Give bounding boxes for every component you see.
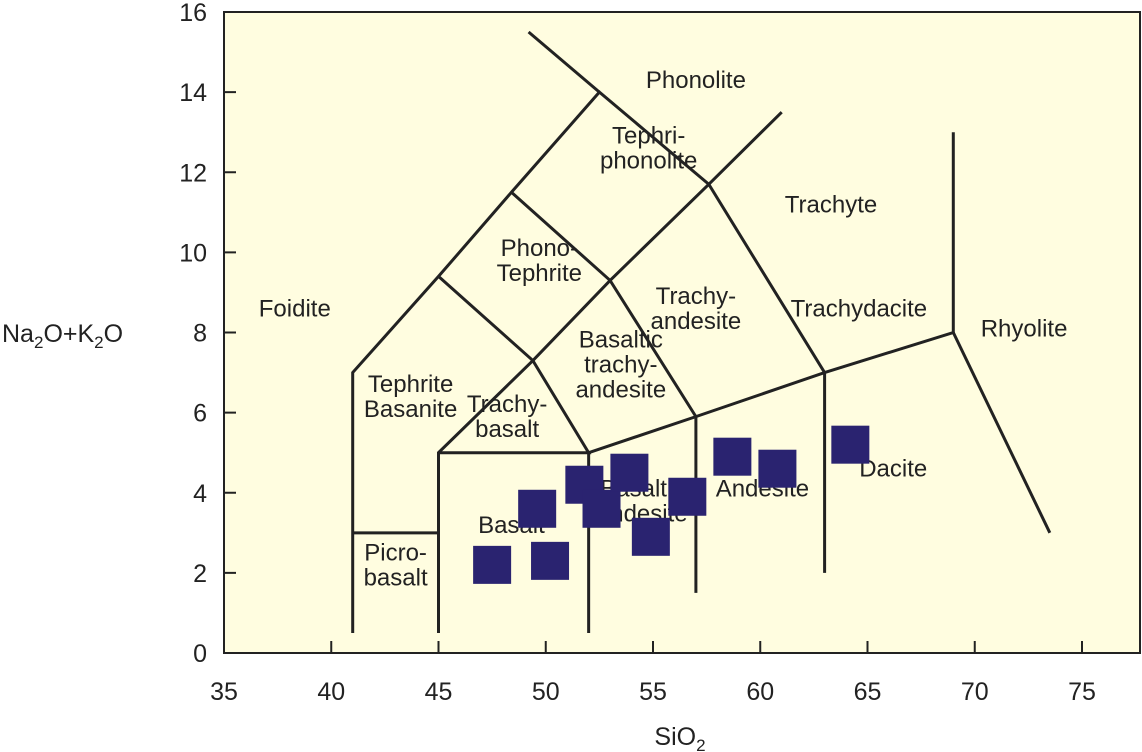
- field-label: Foidite: [259, 295, 331, 322]
- x-axis: 35 40 45 50 55 60 65 70 75: [210, 641, 1096, 706]
- y-axis-title-part: O: [104, 320, 123, 348]
- field-label: Trachy-basalt: [467, 391, 547, 443]
- field-label: Basaltic trachy-andesite: [575, 327, 666, 404]
- field-label: Phono-Tephrite: [497, 235, 582, 287]
- x-axis-title-main: SiO: [654, 723, 696, 751]
- x-tick-label: 50: [532, 678, 560, 706]
- field-label-line: basalt: [364, 564, 428, 591]
- field-label-line: basalt: [475, 416, 539, 443]
- sample-point: [610, 453, 649, 492]
- field-label-line: Trachy-: [467, 391, 547, 418]
- x-axis-title-sub: 2: [696, 736, 705, 752]
- y-axis: 0 2 4 6 8 10 12 14 16: [179, 0, 236, 668]
- y-axis-title-part: Na: [2, 320, 34, 348]
- y-tick-label: 4: [193, 480, 207, 508]
- x-tick-label: 55: [639, 678, 667, 706]
- sample-point: [631, 517, 670, 556]
- field-label-line: Phono-: [501, 235, 578, 262]
- field-label: Picro-basalt: [364, 539, 428, 591]
- sample-point: [713, 437, 752, 476]
- sample-point: [758, 449, 797, 488]
- y-tick-label: 14: [179, 79, 207, 107]
- field-label-line: Foidite: [259, 295, 331, 322]
- field-label-line: andesite: [651, 308, 742, 335]
- y-axis-title-part: O+K: [43, 320, 94, 348]
- field-label-line: Rhyolite: [981, 315, 1068, 342]
- field-label-line: Basanite: [364, 396, 457, 423]
- field-label-line: andesite: [575, 377, 666, 404]
- sample-point: [531, 541, 570, 580]
- sample-point: [518, 489, 557, 528]
- sample-point: [831, 425, 870, 464]
- field-label-line: trachy-: [584, 352, 657, 379]
- field-boundary-line: [951, 331, 1052, 534]
- y-tick-label: 10: [179, 239, 207, 267]
- field-label-line: Basaltic: [579, 327, 663, 354]
- x-axis-title: SiO2: [654, 723, 705, 752]
- field-label: Dacite: [859, 456, 927, 483]
- y-axis-title-sub: 2: [34, 333, 43, 352]
- field-label-line: Tephri-: [612, 123, 685, 150]
- x-tick-label: 45: [425, 678, 453, 706]
- plot-background: [224, 12, 1140, 653]
- field-label: Trachy-andesite: [651, 283, 742, 335]
- field-label-line: Trachy-: [656, 283, 736, 310]
- x-tick-label: 60: [746, 678, 774, 706]
- y-tick-label: 8: [193, 320, 207, 348]
- y-tick-label: 6: [193, 400, 207, 428]
- field-boundary-line: [527, 30, 601, 94]
- y-tick-label: 0: [193, 640, 207, 668]
- sample-point: [668, 477, 707, 516]
- field-label-line: Trachydacite: [791, 295, 928, 322]
- field-boundary-line: [437, 111, 783, 633]
- data-markers: [473, 425, 870, 584]
- sample-point: [473, 545, 512, 584]
- field-label-line: Phonolite: [646, 67, 746, 94]
- field-boundary-line: [437, 275, 592, 455]
- field-label: Trachydacite: [791, 295, 928, 322]
- field-label: Rhyolite: [981, 315, 1068, 342]
- x-tick-label: 70: [961, 678, 989, 706]
- field-label: Tephri-phonolite: [600, 123, 697, 175]
- y-tick-label: 16: [179, 0, 207, 27]
- y-tick-label: 12: [179, 159, 207, 187]
- field-label-line: Trachyte: [785, 191, 877, 218]
- field-label-line: phonolite: [600, 148, 697, 175]
- field-boundary-line: [351, 90, 827, 633]
- x-tick-label: 40: [317, 678, 345, 706]
- field-label-line: Tephrite: [497, 260, 582, 287]
- field-label: Phonolite: [646, 67, 746, 94]
- field-label-line: Tephrite: [368, 371, 453, 398]
- field-label: Trachyte: [785, 191, 877, 218]
- field-label-line: Picro-: [364, 539, 427, 566]
- sample-point: [582, 489, 621, 528]
- field-boundary-line: [510, 191, 698, 418]
- x-tick-label: 65: [854, 678, 882, 706]
- field-label-line: Dacite: [859, 456, 927, 483]
- field-label: Tephrite Basanite: [364, 371, 457, 423]
- y-axis-title: Na2O+K2O: [2, 320, 123, 352]
- y-axis-title-sub: 2: [94, 333, 103, 352]
- x-tick-label: 75: [1068, 678, 1096, 706]
- y-tick-label: 2: [193, 560, 207, 588]
- x-tick-label: 35: [210, 678, 238, 706]
